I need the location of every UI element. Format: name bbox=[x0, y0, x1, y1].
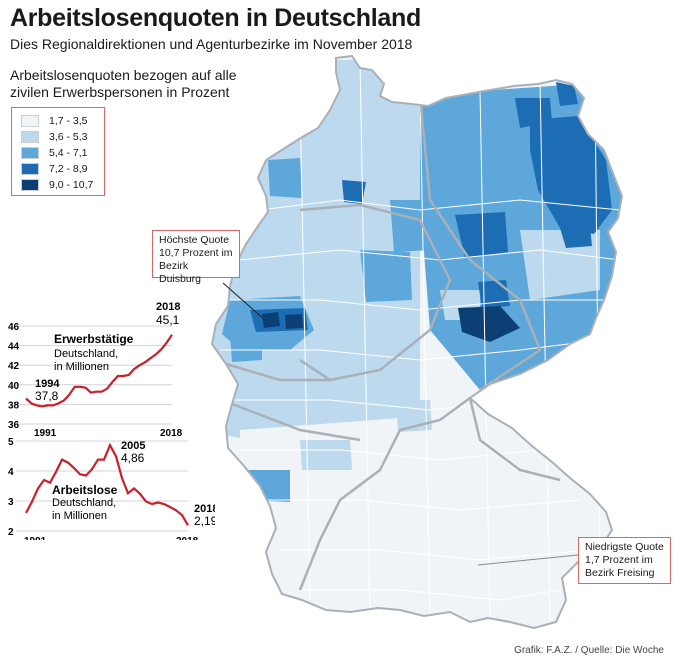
chart-arbeitslose: 5 4 3 2 Arbeitslose Deutschland, in Million… bbox=[8, 437, 215, 540]
chart1-title: Erwerbstätige bbox=[54, 332, 134, 346]
callout-lowest-line2: 1,7 Prozent im bbox=[585, 554, 653, 566]
y-tick-label: 2 bbox=[8, 527, 14, 538]
callout-highest-line2: 10,7 Prozent im bbox=[159, 247, 233, 259]
legend-label: 1,7 - 3,5 bbox=[49, 115, 88, 127]
chart2-peak-year: 2005 bbox=[121, 440, 145, 452]
y-tick-label: 44 bbox=[8, 342, 20, 353]
source-credit: Grafik: F.A.Z. / Quelle: Die Woche bbox=[514, 645, 664, 656]
callout-lowest-line1: Niedrigste Quote bbox=[585, 541, 664, 553]
callout-highest-leader bbox=[222, 282, 266, 321]
chart1-subtitle-line2: in Millionen bbox=[54, 361, 109, 373]
y-tick-label: 42 bbox=[8, 361, 20, 372]
legend-swatch bbox=[21, 147, 39, 159]
chart2-peak-value: 4,86 bbox=[121, 451, 145, 465]
y-tick-label: 46 bbox=[8, 322, 20, 333]
legend-swatch bbox=[21, 179, 39, 191]
chart2-end-year: 2018 bbox=[194, 503, 215, 515]
y-tick-label: 5 bbox=[8, 437, 14, 448]
legend-label: 9,0 - 10,7 bbox=[49, 179, 94, 191]
y-tick-label: 40 bbox=[8, 381, 20, 392]
chart2-xtick-start: 1991 bbox=[24, 536, 47, 540]
chart2-xtick-end: 2018 bbox=[176, 536, 199, 540]
chart2-subtitle-line1: Deutschland, bbox=[52, 497, 116, 509]
legend-heading: Arbeitslosenquoten bezogen auf alle zivi… bbox=[10, 67, 237, 100]
callout-lowest-leader bbox=[477, 554, 579, 566]
legend-swatch bbox=[21, 115, 39, 127]
callout-highest: Höchste Quote 10,7 Prozent im Bezirk Dui… bbox=[152, 230, 240, 285]
y-tick-label: 3 bbox=[8, 497, 14, 508]
chart1-xtick-start: 1991 bbox=[34, 428, 57, 439]
callout-lowest-line3: Bezirk Freising bbox=[585, 567, 655, 579]
y-tick-label: 36 bbox=[8, 420, 20, 431]
page-title: Arbeitslosenquoten in Deutschland bbox=[10, 4, 421, 32]
chart1-end-value: 45,1 bbox=[156, 313, 180, 327]
callout-highest-line1: Höchste Quote bbox=[159, 234, 230, 246]
legend-label: 3,6 - 5,3 bbox=[49, 131, 88, 143]
legend: 1,7 - 3,5 3,6 - 5,3 5,4 - 7,1 7,2 - 8,9 … bbox=[11, 107, 105, 196]
legend-label: 7,2 - 8,9 bbox=[49, 163, 88, 175]
y-tick-label: 38 bbox=[8, 400, 20, 411]
chart1-subtitle-line1: Deutschland, bbox=[54, 348, 118, 360]
chart1-end-year: 2018 bbox=[156, 301, 180, 313]
erwerbstaetige-series-line bbox=[25, 334, 173, 408]
callout-lowest: Niedrigste Quote 1,7 Prozent im Bezirk F… bbox=[578, 537, 671, 584]
y-tick-label: 4 bbox=[8, 467, 14, 478]
chart2-end-value: 2,19 bbox=[194, 514, 215, 528]
legend-swatch bbox=[21, 163, 39, 175]
chart1-xtick-end: 2018 bbox=[160, 428, 183, 439]
page-subtitle: Dies Regionaldirektionen und Agenturbezi… bbox=[10, 36, 413, 52]
legend-swatch bbox=[21, 131, 39, 143]
chart2-subtitle-line2: in Millionen bbox=[52, 510, 107, 522]
chart1-start-value: 37,8 bbox=[35, 389, 59, 403]
legend-label: 5,4 - 7,1 bbox=[49, 147, 88, 159]
arbeitslose-series-line bbox=[25, 442, 189, 526]
chart2-title: Arbeitslose bbox=[52, 483, 118, 497]
chart1-start-year: 1994 bbox=[35, 378, 60, 390]
callout-highest-line3: Bezirk Duisburg bbox=[159, 260, 202, 285]
